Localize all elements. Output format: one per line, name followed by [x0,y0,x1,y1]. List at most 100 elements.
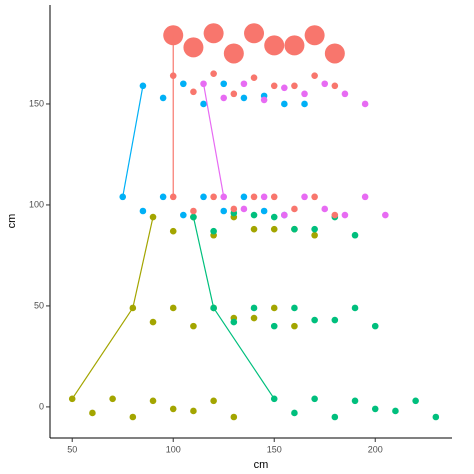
point [311,193,318,201]
point [321,80,329,88]
y-tick-label: 100 [29,199,44,209]
point [230,90,238,98]
point [351,397,359,405]
point [250,193,258,201]
line [122,85,144,197]
point [240,193,248,201]
point [291,409,298,417]
point [281,84,288,92]
point [190,207,197,215]
point [129,413,137,421]
point [270,322,278,330]
point [230,318,238,326]
point [361,193,369,201]
line [192,216,275,400]
point [311,72,318,79]
point [270,225,278,233]
bubble [284,35,305,56]
point [220,207,228,215]
point [341,211,349,219]
y-tick-label: 150 [29,98,44,108]
point [210,193,217,201]
point [321,205,329,213]
point [250,74,258,82]
point [270,193,278,201]
point [301,100,308,108]
point [190,407,197,415]
point [180,80,187,88]
point [260,193,268,201]
point [89,409,96,417]
x-tick-label: 50 [67,444,77,454]
point [149,397,157,405]
bubble [223,43,244,64]
bubble [264,35,285,56]
point [180,211,187,219]
point [250,304,258,312]
y-tick-label: 50 [34,300,44,310]
point [169,405,177,413]
point [341,90,349,98]
point [220,80,228,88]
point [301,90,308,98]
point [240,80,248,88]
point [291,205,298,213]
point [250,211,258,219]
point [250,225,258,233]
point [331,82,339,90]
bubble [304,25,325,46]
point [270,213,278,221]
point [230,205,238,213]
point [281,211,288,219]
bubble [324,43,345,64]
point [139,207,147,215]
point [361,100,369,108]
bubble [244,23,265,44]
bubble [203,23,224,44]
line [71,216,154,400]
point [331,413,339,421]
point [230,413,238,421]
point [240,94,248,102]
point [240,205,248,213]
point [281,100,288,108]
point [109,395,116,403]
y-axis-title: cm [6,214,18,229]
point [260,96,268,104]
point [371,405,379,413]
bubble [183,37,204,58]
point [291,225,298,233]
point [210,227,217,235]
point [190,88,197,96]
x-tick-label: 100 [166,444,181,454]
point [250,314,258,322]
x-tick-label: 200 [368,444,383,454]
point [190,322,197,330]
point [149,318,157,326]
point [270,82,278,90]
point [210,397,217,405]
point [291,322,298,330]
point [270,304,278,312]
point [169,304,177,312]
point [331,211,339,219]
point [68,395,76,403]
point [351,231,359,239]
point [331,316,339,324]
point [301,193,308,201]
point [200,193,207,201]
point [311,395,318,403]
point [311,225,318,233]
point [270,395,278,403]
point [432,413,440,421]
point [159,94,167,102]
point [412,397,419,405]
x-tick-label: 150 [267,444,282,454]
point [371,322,379,330]
point [210,70,217,77]
point [382,211,389,219]
point [159,193,167,201]
y-tick-label: 0 [39,401,44,411]
point [392,407,399,415]
